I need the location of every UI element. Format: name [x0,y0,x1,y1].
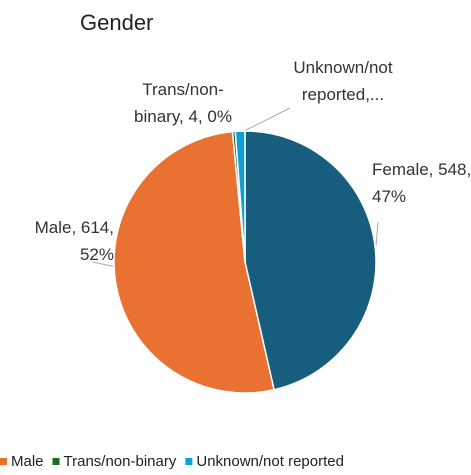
data-label-box: Trans/non-binary, 4, 0% [134,80,232,126]
leader-line [375,221,379,247]
data-label: Female, 548, 47% [372,160,471,206]
legend-marker [185,458,193,465]
leader-lines [91,107,379,268]
data-label: Unknown/not reported,... [293,58,393,104]
pie-slice [244,130,377,391]
leader-line [91,261,118,268]
data-label: Male, 614, 52% [34,218,114,264]
chart-title: Gender [80,10,153,35]
legend-label: Unknown/not reported [196,453,344,470]
data-label-box: Female, 548, 47% [372,160,471,206]
pie-slice [234,130,246,263]
legend-marker [52,458,60,465]
legend-marker [0,458,7,465]
legend-label: Male [11,453,44,470]
pie-slice [113,130,275,394]
leader-line [241,107,291,133]
data-label-box: Male, 614, 52% [34,218,114,264]
legend-label: Trans/non-binary [64,453,177,470]
data-label: Trans/non-binary, 4, 0% [134,80,232,126]
data-label-box: Unknown/not reported,... [293,58,393,104]
